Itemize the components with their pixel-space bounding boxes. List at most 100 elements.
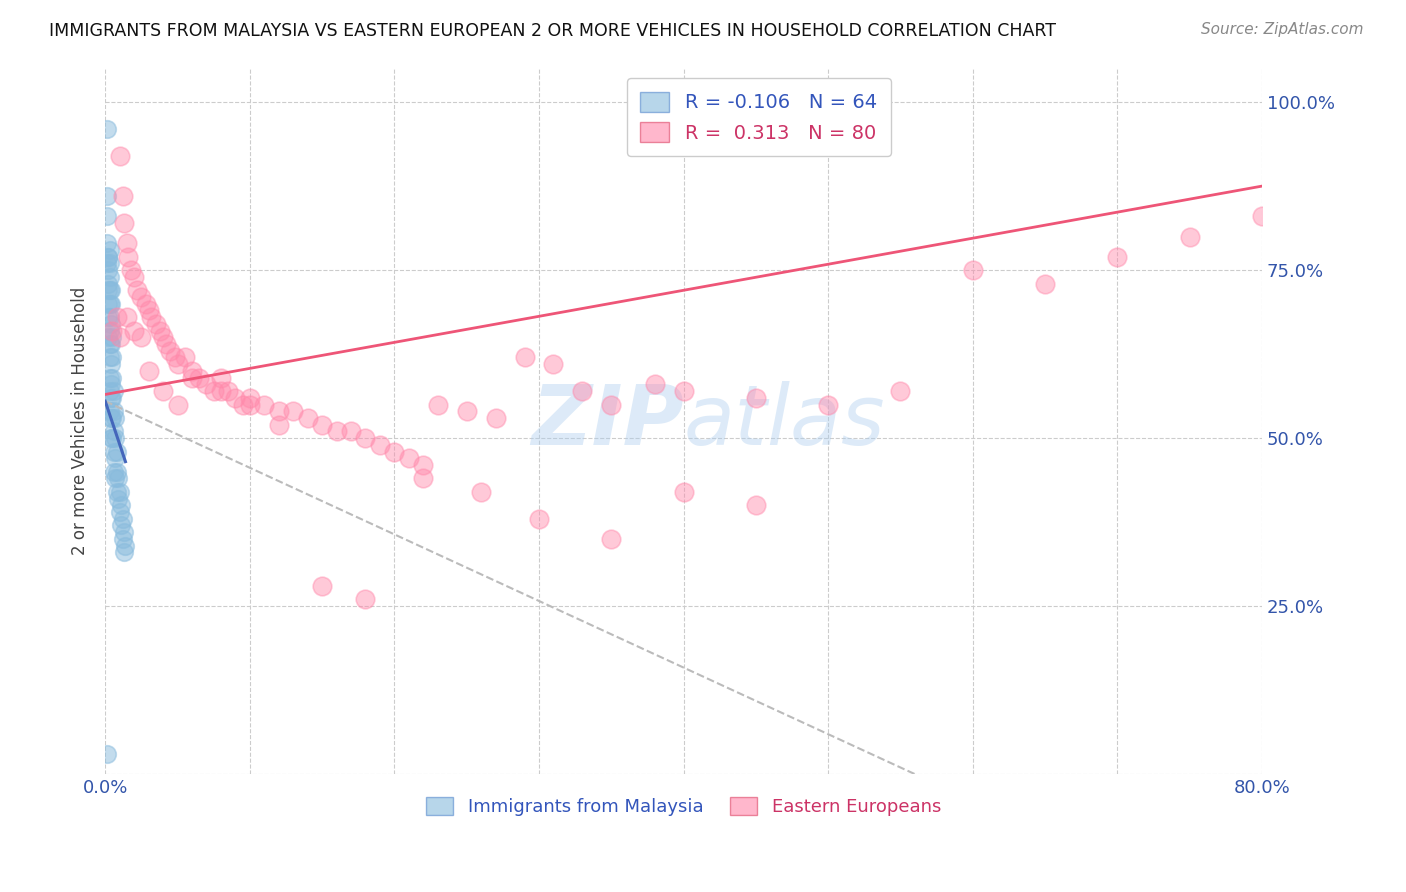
Point — [672, 384, 695, 398]
Point — [108, 330, 131, 344]
Point — [103, 465, 125, 479]
Point — [195, 377, 218, 392]
Point — [311, 417, 333, 432]
Text: ZIP: ZIP — [531, 381, 683, 462]
Point — [297, 411, 319, 425]
Point — [1251, 210, 1274, 224]
Point — [122, 269, 145, 284]
Point — [513, 351, 536, 365]
Point — [384, 444, 406, 458]
Point — [325, 425, 347, 439]
Point — [100, 377, 122, 392]
Point — [152, 384, 174, 398]
Point — [202, 384, 225, 398]
Point — [96, 747, 118, 761]
Point — [101, 431, 124, 445]
Point — [253, 398, 276, 412]
Point — [644, 377, 666, 392]
Point — [111, 189, 134, 203]
Point — [135, 296, 157, 310]
Point — [115, 236, 138, 251]
Point — [97, 250, 120, 264]
Point — [98, 337, 121, 351]
Point — [412, 458, 434, 472]
Text: Source: ZipAtlas.com: Source: ZipAtlas.com — [1201, 22, 1364, 37]
Point — [239, 391, 262, 405]
Point — [456, 404, 478, 418]
Point — [98, 324, 121, 338]
Point — [111, 512, 134, 526]
Point — [817, 398, 839, 412]
Point — [354, 431, 377, 445]
Point — [98, 351, 121, 365]
Point — [96, 189, 118, 203]
Point — [412, 471, 434, 485]
Point — [217, 384, 239, 398]
Point — [543, 357, 565, 371]
Point — [224, 391, 246, 405]
Point — [103, 384, 125, 398]
Point — [101, 330, 124, 344]
Point — [600, 398, 623, 412]
Point — [96, 236, 118, 251]
Point — [155, 337, 177, 351]
Point — [105, 465, 128, 479]
Point — [107, 491, 129, 506]
Point — [138, 303, 160, 318]
Point — [1279, 115, 1302, 129]
Point — [426, 398, 449, 412]
Point — [354, 592, 377, 607]
Point — [112, 216, 135, 230]
Point — [98, 370, 121, 384]
Point — [141, 310, 163, 325]
Point — [96, 256, 118, 270]
Point — [97, 263, 120, 277]
Point — [100, 391, 122, 405]
Point — [98, 269, 121, 284]
Point — [97, 283, 120, 297]
Point — [527, 512, 550, 526]
Point — [145, 317, 167, 331]
Point — [104, 451, 127, 466]
Point — [181, 370, 204, 384]
Point — [745, 499, 768, 513]
Point — [98, 296, 121, 310]
Point — [311, 579, 333, 593]
Point — [131, 290, 153, 304]
Point — [110, 518, 132, 533]
Point — [112, 545, 135, 559]
Point — [166, 357, 188, 371]
Point — [112, 525, 135, 540]
Point — [149, 324, 172, 338]
Point — [600, 532, 623, 546]
Point — [96, 210, 118, 224]
Point — [115, 310, 138, 325]
Point — [101, 324, 124, 338]
Point — [484, 411, 506, 425]
Point — [98, 404, 121, 418]
Point — [962, 263, 984, 277]
Text: atlas: atlas — [683, 381, 886, 462]
Point — [209, 370, 232, 384]
Point — [110, 499, 132, 513]
Point — [120, 263, 142, 277]
Point — [97, 296, 120, 310]
Point — [97, 250, 120, 264]
Point — [745, 391, 768, 405]
Point — [98, 310, 121, 325]
Point — [97, 310, 120, 325]
Text: IMMIGRANTS FROM MALAYSIA VS EASTERN EUROPEAN 2 OR MORE VEHICLES IN HOUSEHOLD COR: IMMIGRANTS FROM MALAYSIA VS EASTERN EURO… — [49, 22, 1056, 40]
Point — [100, 411, 122, 425]
Point — [283, 404, 305, 418]
Point — [98, 283, 121, 297]
Point — [163, 351, 186, 365]
Point — [111, 532, 134, 546]
Point — [105, 444, 128, 458]
Point — [98, 243, 121, 257]
Point — [1107, 250, 1129, 264]
Point — [105, 484, 128, 499]
Point — [267, 417, 290, 432]
Point — [398, 451, 420, 466]
Point — [340, 425, 363, 439]
Point — [152, 330, 174, 344]
